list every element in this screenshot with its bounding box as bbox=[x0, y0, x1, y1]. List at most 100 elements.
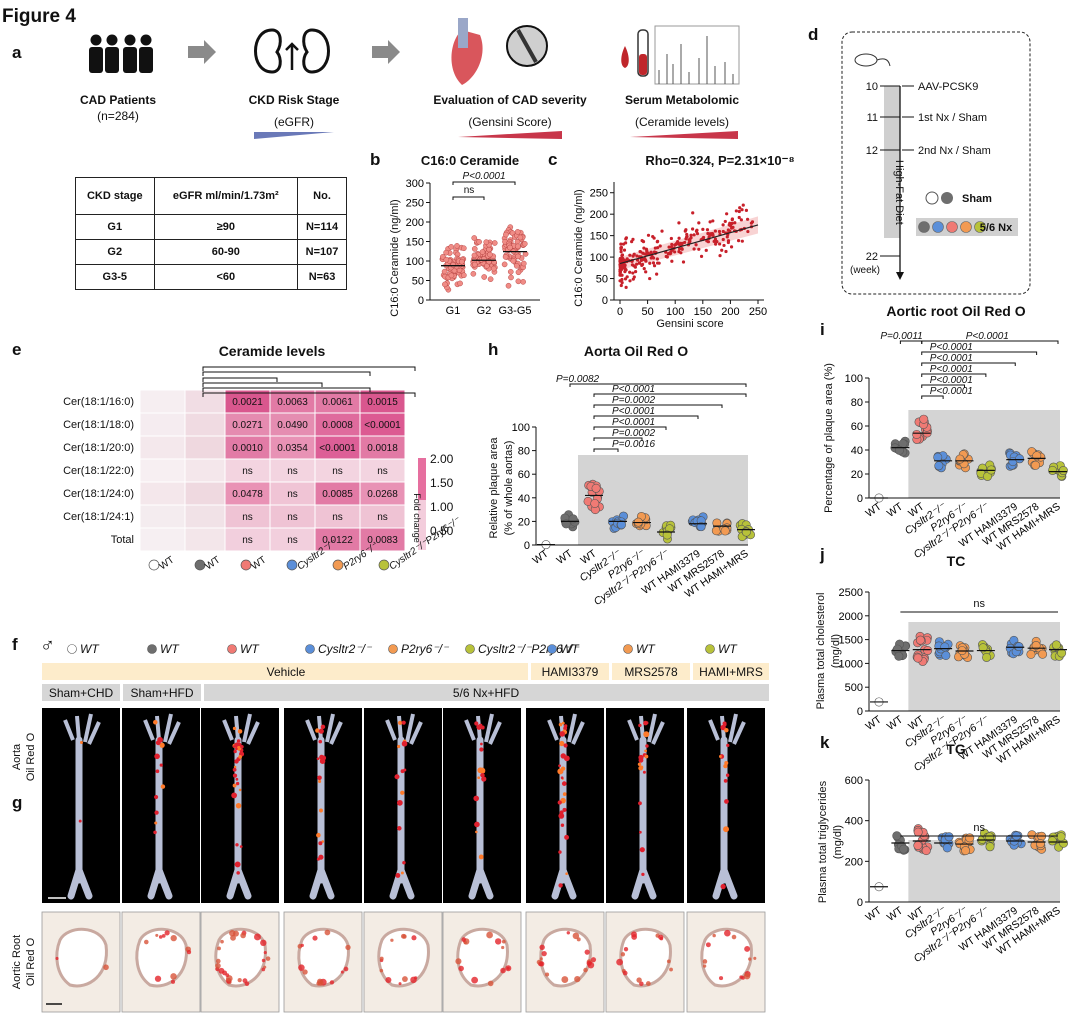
panel-c-point bbox=[621, 256, 625, 261]
tube-blood-shape bbox=[639, 54, 647, 75]
heatmap-cell-value: ns bbox=[242, 535, 253, 546]
plaque-stain bbox=[379, 956, 384, 961]
aortic-root-image bbox=[200, 911, 280, 1013]
panel-k-point bbox=[1047, 836, 1057, 846]
plaque-spot bbox=[318, 779, 322, 783]
heatmap-cell bbox=[184, 481, 226, 506]
panel-i-bracket bbox=[921, 351, 1038, 355]
panel-c-x-tick-label: 200 bbox=[721, 306, 739, 318]
plaque-stain bbox=[702, 959, 708, 964]
plaque-stain bbox=[645, 981, 651, 986]
panel-c-point bbox=[741, 203, 745, 207]
plaque-spot bbox=[402, 860, 406, 865]
panel-k-y-tick-label: 200 bbox=[845, 856, 863, 868]
panel-c-point bbox=[723, 219, 727, 224]
plaque-stain bbox=[218, 967, 225, 974]
plaque-stain bbox=[220, 939, 224, 944]
plaque-stain bbox=[494, 938, 502, 945]
heatmap-cell bbox=[359, 527, 406, 552]
panel-letter-k: k bbox=[820, 733, 830, 752]
plaque-stain bbox=[458, 965, 464, 972]
head-shape bbox=[106, 34, 118, 46]
plaque-spot bbox=[638, 754, 644, 761]
panel-c-point bbox=[677, 221, 681, 225]
plaque-spot bbox=[233, 749, 237, 754]
heatmap-group-marker bbox=[194, 559, 206, 571]
gensini-wedge-shape bbox=[458, 131, 562, 139]
nx-marker bbox=[946, 221, 958, 233]
panel-letter-e: e bbox=[12, 340, 21, 359]
plaque-stain bbox=[55, 956, 59, 961]
kidney-icon bbox=[254, 28, 330, 74]
heatmap-cell-value: 0.0354 bbox=[277, 443, 308, 454]
panel-c-y-tick-label: 200 bbox=[590, 209, 608, 221]
vessel-lumen-shape bbox=[377, 927, 430, 988]
plaque-stain bbox=[154, 975, 162, 982]
figure-title: Figure 4 bbox=[2, 6, 76, 27]
panel-b-point bbox=[471, 235, 478, 241]
heatmap-cell bbox=[139, 458, 186, 483]
panel-c-y-tick-label: 50 bbox=[596, 274, 608, 286]
heatmap-group-marker bbox=[240, 559, 252, 571]
panel-b-point bbox=[520, 279, 526, 285]
panel-b-y-tick-label: 300 bbox=[406, 178, 424, 190]
plaque-spot bbox=[477, 776, 481, 780]
aortic-root-image bbox=[686, 911, 766, 1013]
panel-c-x-tick-label: 100 bbox=[666, 306, 684, 318]
panel-i-bracket bbox=[921, 395, 944, 399]
panel-b-y-tick-label: 0 bbox=[418, 295, 424, 307]
plaque-spot bbox=[154, 794, 159, 800]
panel-b-bracket bbox=[452, 181, 516, 185]
plaque-spot bbox=[481, 776, 487, 782]
panel-c-y-tick-label: 150 bbox=[590, 231, 608, 243]
table-cell: G3-5 bbox=[75, 264, 155, 290]
plaque-spot bbox=[319, 758, 326, 764]
plaque-stain bbox=[225, 973, 230, 978]
panel-c-point bbox=[739, 218, 743, 222]
head-shape bbox=[124, 34, 136, 46]
plaque-spot bbox=[232, 767, 237, 772]
plaque-stain bbox=[748, 957, 752, 961]
heatmap-row-label: Cer(18:1/20:0) bbox=[63, 442, 134, 454]
plaque-spot bbox=[400, 790, 405, 795]
panel-j-y-label: Plasma total cholesterol bbox=[815, 593, 827, 710]
panel-c-point bbox=[618, 260, 622, 264]
aortic-root-image bbox=[283, 911, 363, 1013]
body-shape bbox=[123, 47, 137, 73]
plaque-stain bbox=[402, 976, 408, 982]
plaque-spot bbox=[238, 755, 242, 759]
panel-k-y-tick-label: 400 bbox=[845, 816, 863, 828]
group-legend-marker bbox=[623, 644, 633, 654]
group-legend-label: WT bbox=[80, 642, 100, 656]
plaque-spot bbox=[720, 883, 726, 890]
week-label: 11 bbox=[867, 112, 878, 124]
panel-c-point bbox=[643, 256, 647, 261]
plaque-spot bbox=[316, 857, 320, 861]
panel-h-p-label: P=0.0002 bbox=[612, 395, 656, 406]
plaque-spot bbox=[396, 799, 403, 806]
mrs-band bbox=[612, 663, 690, 680]
table-cell: N=63 bbox=[297, 264, 347, 290]
aorta-image bbox=[284, 708, 362, 903]
group-legend-label: WT bbox=[160, 642, 180, 656]
panel-h-y-tick-label: 80 bbox=[518, 446, 530, 458]
panel-k-y-label: Plasma total triglycerides bbox=[817, 780, 829, 903]
plaque-stain bbox=[343, 966, 349, 972]
plaque-stain bbox=[263, 951, 267, 955]
panel-c-point bbox=[660, 229, 664, 233]
panel-c-point bbox=[708, 220, 712, 224]
heatmap-legend-bar bbox=[418, 500, 426, 550]
panel-b-ns-label: ns bbox=[464, 185, 475, 196]
panel-c-point bbox=[745, 217, 750, 221]
heatmap-cell bbox=[139, 412, 186, 437]
group-legend-label: WT bbox=[718, 642, 738, 656]
panel-h-p-label: P<0.0001 bbox=[612, 417, 655, 428]
panel-i-point bbox=[1058, 466, 1068, 476]
body-shape bbox=[105, 47, 119, 73]
plaque-stain bbox=[398, 982, 402, 986]
panel-c-point bbox=[718, 242, 722, 246]
table-header: CKD stage bbox=[75, 177, 155, 215]
plaque-spot bbox=[155, 769, 160, 774]
plaque-stain bbox=[620, 952, 626, 957]
